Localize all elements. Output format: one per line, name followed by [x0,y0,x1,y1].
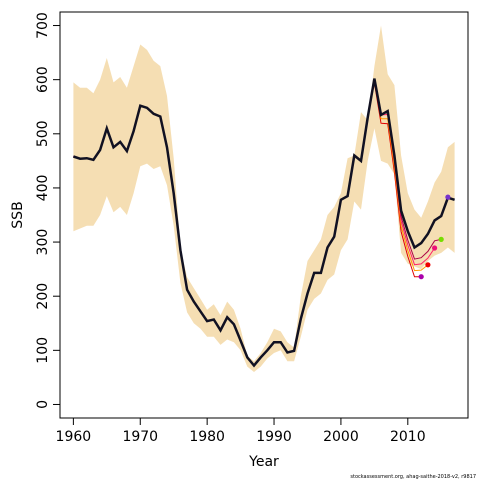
x-tick-label: 1990 [256,429,292,445]
y-tick-label: 700 [35,12,51,39]
x-tick-label: 1960 [56,429,92,445]
y-axis: 0 100 200 300 400 500 600 700 [35,12,60,409]
confidence-band [73,25,455,372]
retro-endpoint-2013 [425,262,431,268]
y-tick-label: 200 [35,283,51,310]
retro-endpoint-2016 [445,194,451,200]
y-tick-label: 300 [35,229,51,256]
x-tick-label: 1970 [122,429,158,445]
x-axis-title: Year [248,454,279,470]
y-axis-title: SSB [10,201,26,228]
y-tick-label: 400 [35,175,51,202]
plot-frame [59,11,469,419]
retro-endpoints [418,194,451,280]
retro-endpoint-2012 [418,274,424,280]
x-tick-label: 2010 [390,429,426,445]
y-tick-label: 100 [35,337,51,364]
retro-endpoint-2014 [432,245,438,251]
ssb-estimate [73,78,455,368]
retro-endpoint-2015 [438,236,444,242]
ssb-confidence-band [73,25,455,372]
y-tick-label: 500 [35,120,51,147]
y-tick-label: 600 [35,66,51,93]
ssb-estimate-line [73,78,455,368]
footer-credit: stockassessment.org, ahag-saithe-2018-v2… [350,474,476,480]
x-tick-label: 2000 [323,429,359,445]
x-tick-label: 1980 [189,429,225,445]
x-axis: 1960 1970 1980 1990 2000 2010 [56,418,426,445]
y-tick-label: 0 [35,400,51,409]
